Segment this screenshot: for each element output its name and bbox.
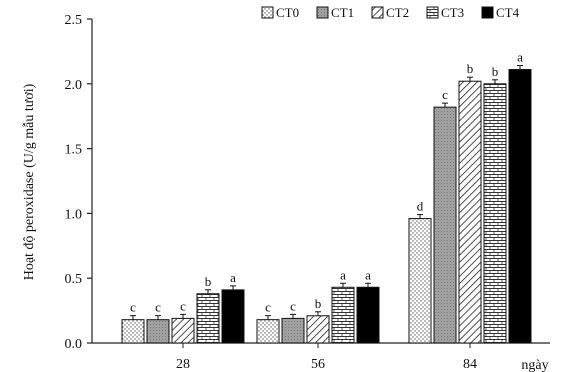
y-tick-label: 0.0 <box>65 337 83 352</box>
significance-label: c <box>155 300 161 315</box>
significance-label: a <box>340 267 346 282</box>
y-tick-label: 2.5 <box>65 13 83 28</box>
legend-label-ct4: CT4 <box>496 5 520 20</box>
legend-label-ct0: CT0 <box>276 5 299 20</box>
x-tick-label: 84 <box>463 357 477 372</box>
legend-swatch-ct3 <box>426 6 439 19</box>
x-tick-label: 28 <box>176 357 190 372</box>
y-tick-label: 1.5 <box>65 143 83 158</box>
bar-ct4-84 <box>508 69 532 344</box>
bar-ct0-84 <box>408 218 432 344</box>
bar-ct3-56 <box>331 286 355 344</box>
bar-ct3-84 <box>483 83 507 344</box>
significance-label: c <box>265 300 271 315</box>
y-tick-label: 2.0 <box>65 78 83 93</box>
significance-label: a <box>365 267 371 282</box>
y-tick-label: 1.0 <box>65 207 83 222</box>
x-tick-label: 56 <box>311 357 325 372</box>
y-axis-title: Hoạt độ peroxidase (U/g mẫu tươi) <box>22 83 37 280</box>
bar-ct1-28 <box>146 319 170 344</box>
significance-label: c <box>442 87 448 102</box>
bar-ct0-56 <box>256 319 280 344</box>
legend-label-ct2: CT2 <box>386 5 409 20</box>
significance-label: c <box>130 300 136 315</box>
significance-label: b <box>315 296 322 311</box>
significance-label: c <box>290 298 296 313</box>
legend: CT0 CT1 CT2 CT3 CT4 <box>261 5 520 20</box>
bar-ct4-56 <box>356 286 380 344</box>
legend-label-ct3: CT3 <box>441 5 464 20</box>
legend-swatch-ct2 <box>371 6 384 19</box>
bar-ct1-56 <box>281 317 305 344</box>
bar-ct1-84 <box>433 106 457 344</box>
legend-swatch-ct4 <box>481 6 494 19</box>
legend-swatch-ct1 <box>316 6 329 19</box>
bar-ct2-28 <box>171 317 195 344</box>
significance-label: d <box>417 199 424 214</box>
bar-ct4-28 <box>221 289 245 344</box>
y-tick-label: 0.5 <box>65 272 83 287</box>
significance-label: a <box>230 270 236 285</box>
x-axis-title: ngày <box>521 358 548 372</box>
significance-label: b <box>492 64 499 79</box>
significance-label: c <box>180 298 186 313</box>
legend-label-ct1: CT1 <box>331 5 354 20</box>
bars-group: c c c b a c c b a a d c b b a <box>121 50 532 344</box>
significance-label: b <box>467 61 474 76</box>
bar-ct3-28 <box>196 293 220 344</box>
significance-label: a <box>517 50 523 65</box>
legend-swatch-ct0 <box>261 6 274 19</box>
bar-ct2-84 <box>458 80 482 344</box>
significance-label: b <box>205 274 212 289</box>
bar-ct2-56 <box>306 315 330 344</box>
bar-ct0-28 <box>121 319 145 344</box>
